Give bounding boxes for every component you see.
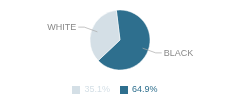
svg-text:WHITE: WHITE (47, 22, 76, 32)
html-text:64.9%: 64.9% (132, 84, 158, 94)
html-text:35.1%: 35.1% (84, 84, 110, 94)
svg-text:BLACK: BLACK (164, 48, 194, 58)
